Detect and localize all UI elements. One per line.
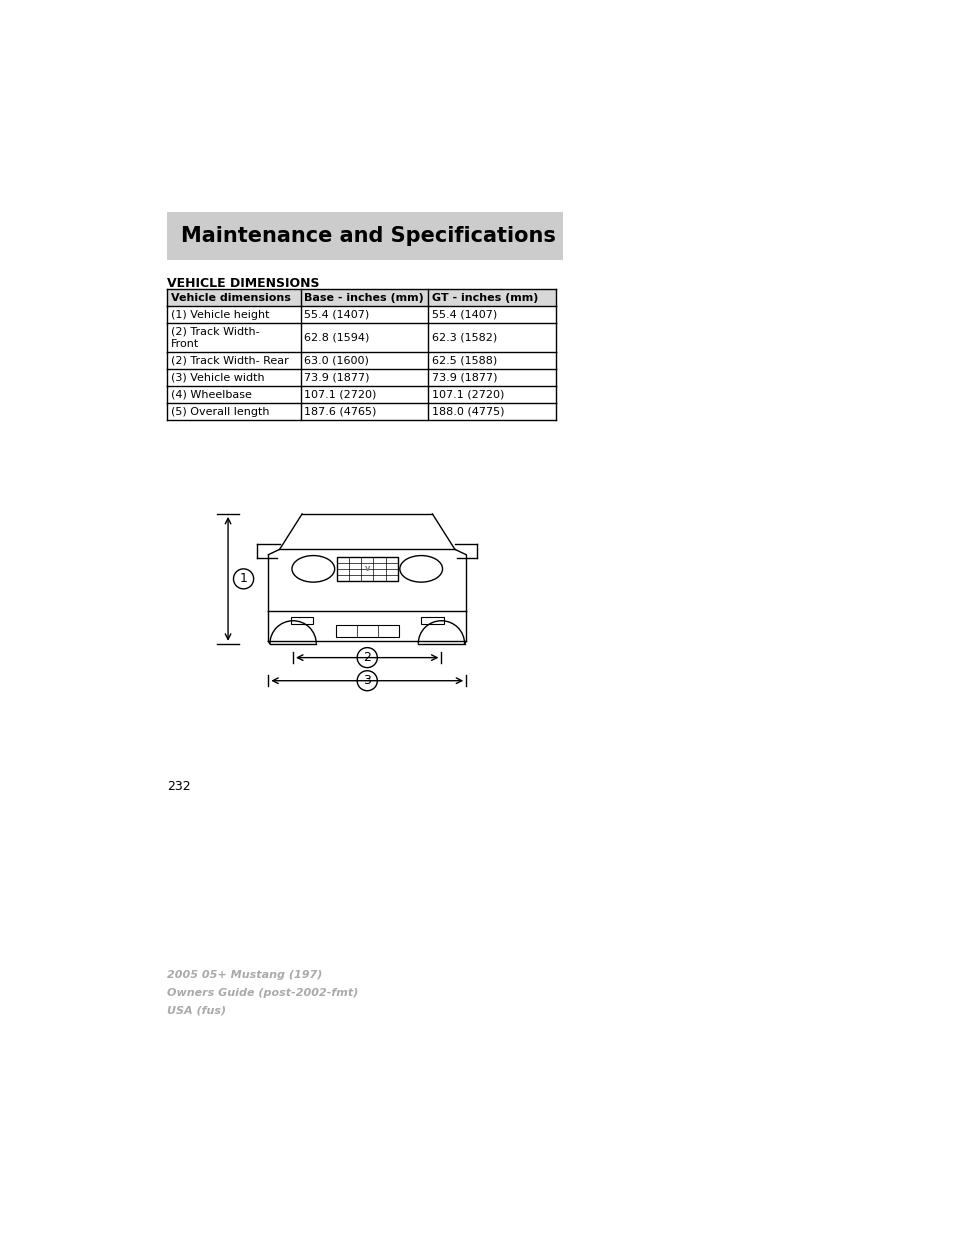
Circle shape xyxy=(356,647,377,668)
Bar xyxy=(167,212,562,259)
Text: (3) Vehicle width: (3) Vehicle width xyxy=(171,373,265,383)
Text: VEHICLE DIMENSIONS: VEHICLE DIMENSIONS xyxy=(167,277,319,290)
Text: 62.8 (1594): 62.8 (1594) xyxy=(304,332,370,342)
Text: 62.5 (1588): 62.5 (1588) xyxy=(432,356,497,366)
Bar xyxy=(291,616,313,624)
Bar xyxy=(167,387,556,403)
Text: (4) Wheelbase: (4) Wheelbase xyxy=(171,389,252,400)
Text: (5) Overall length: (5) Overall length xyxy=(171,406,270,416)
Bar xyxy=(167,403,556,420)
Circle shape xyxy=(233,569,253,589)
Bar xyxy=(167,352,556,369)
Bar xyxy=(167,289,556,306)
Text: (2) Track Width- Rear: (2) Track Width- Rear xyxy=(171,356,289,366)
Bar xyxy=(335,625,398,637)
Text: Vehicle dimensions: Vehicle dimensions xyxy=(171,293,291,303)
Text: 187.6 (4765): 187.6 (4765) xyxy=(304,406,376,416)
Text: 107.1 (2720): 107.1 (2720) xyxy=(432,389,504,400)
Text: 73.9 (1877): 73.9 (1877) xyxy=(432,373,497,383)
Text: Owners Guide (post-2002-fmt): Owners Guide (post-2002-fmt) xyxy=(167,988,358,998)
Bar xyxy=(167,369,556,387)
Bar xyxy=(167,324,556,352)
Text: 2005 05+ Mustang (197): 2005 05+ Mustang (197) xyxy=(167,969,322,979)
Text: Maintenance and Specifications: Maintenance and Specifications xyxy=(181,226,556,246)
Text: 62.3 (1582): 62.3 (1582) xyxy=(432,332,497,342)
Text: Front: Front xyxy=(171,338,199,348)
Text: 188.0 (4775): 188.0 (4775) xyxy=(432,406,504,416)
Text: (1) Vehicle height: (1) Vehicle height xyxy=(171,310,270,320)
Text: 2: 2 xyxy=(363,651,371,664)
Text: 232: 232 xyxy=(167,779,191,793)
Text: (2) Track Width-: (2) Track Width- xyxy=(171,326,259,336)
Bar xyxy=(336,557,397,580)
Text: 3: 3 xyxy=(363,674,371,687)
Text: USA (fus): USA (fus) xyxy=(167,1005,226,1015)
Text: 63.0 (1600): 63.0 (1600) xyxy=(304,356,369,366)
Text: 55.4 (1407): 55.4 (1407) xyxy=(432,310,497,320)
Text: 55.4 (1407): 55.4 (1407) xyxy=(304,310,370,320)
Text: GT - inches (mm): GT - inches (mm) xyxy=(432,293,538,303)
Circle shape xyxy=(356,671,377,690)
Bar xyxy=(420,616,443,624)
Text: 1: 1 xyxy=(239,572,247,585)
Bar xyxy=(167,306,556,324)
Text: 73.9 (1877): 73.9 (1877) xyxy=(304,373,370,383)
Text: v: v xyxy=(364,564,370,573)
Text: Base - inches (mm): Base - inches (mm) xyxy=(304,293,424,303)
Text: 107.1 (2720): 107.1 (2720) xyxy=(304,389,376,400)
